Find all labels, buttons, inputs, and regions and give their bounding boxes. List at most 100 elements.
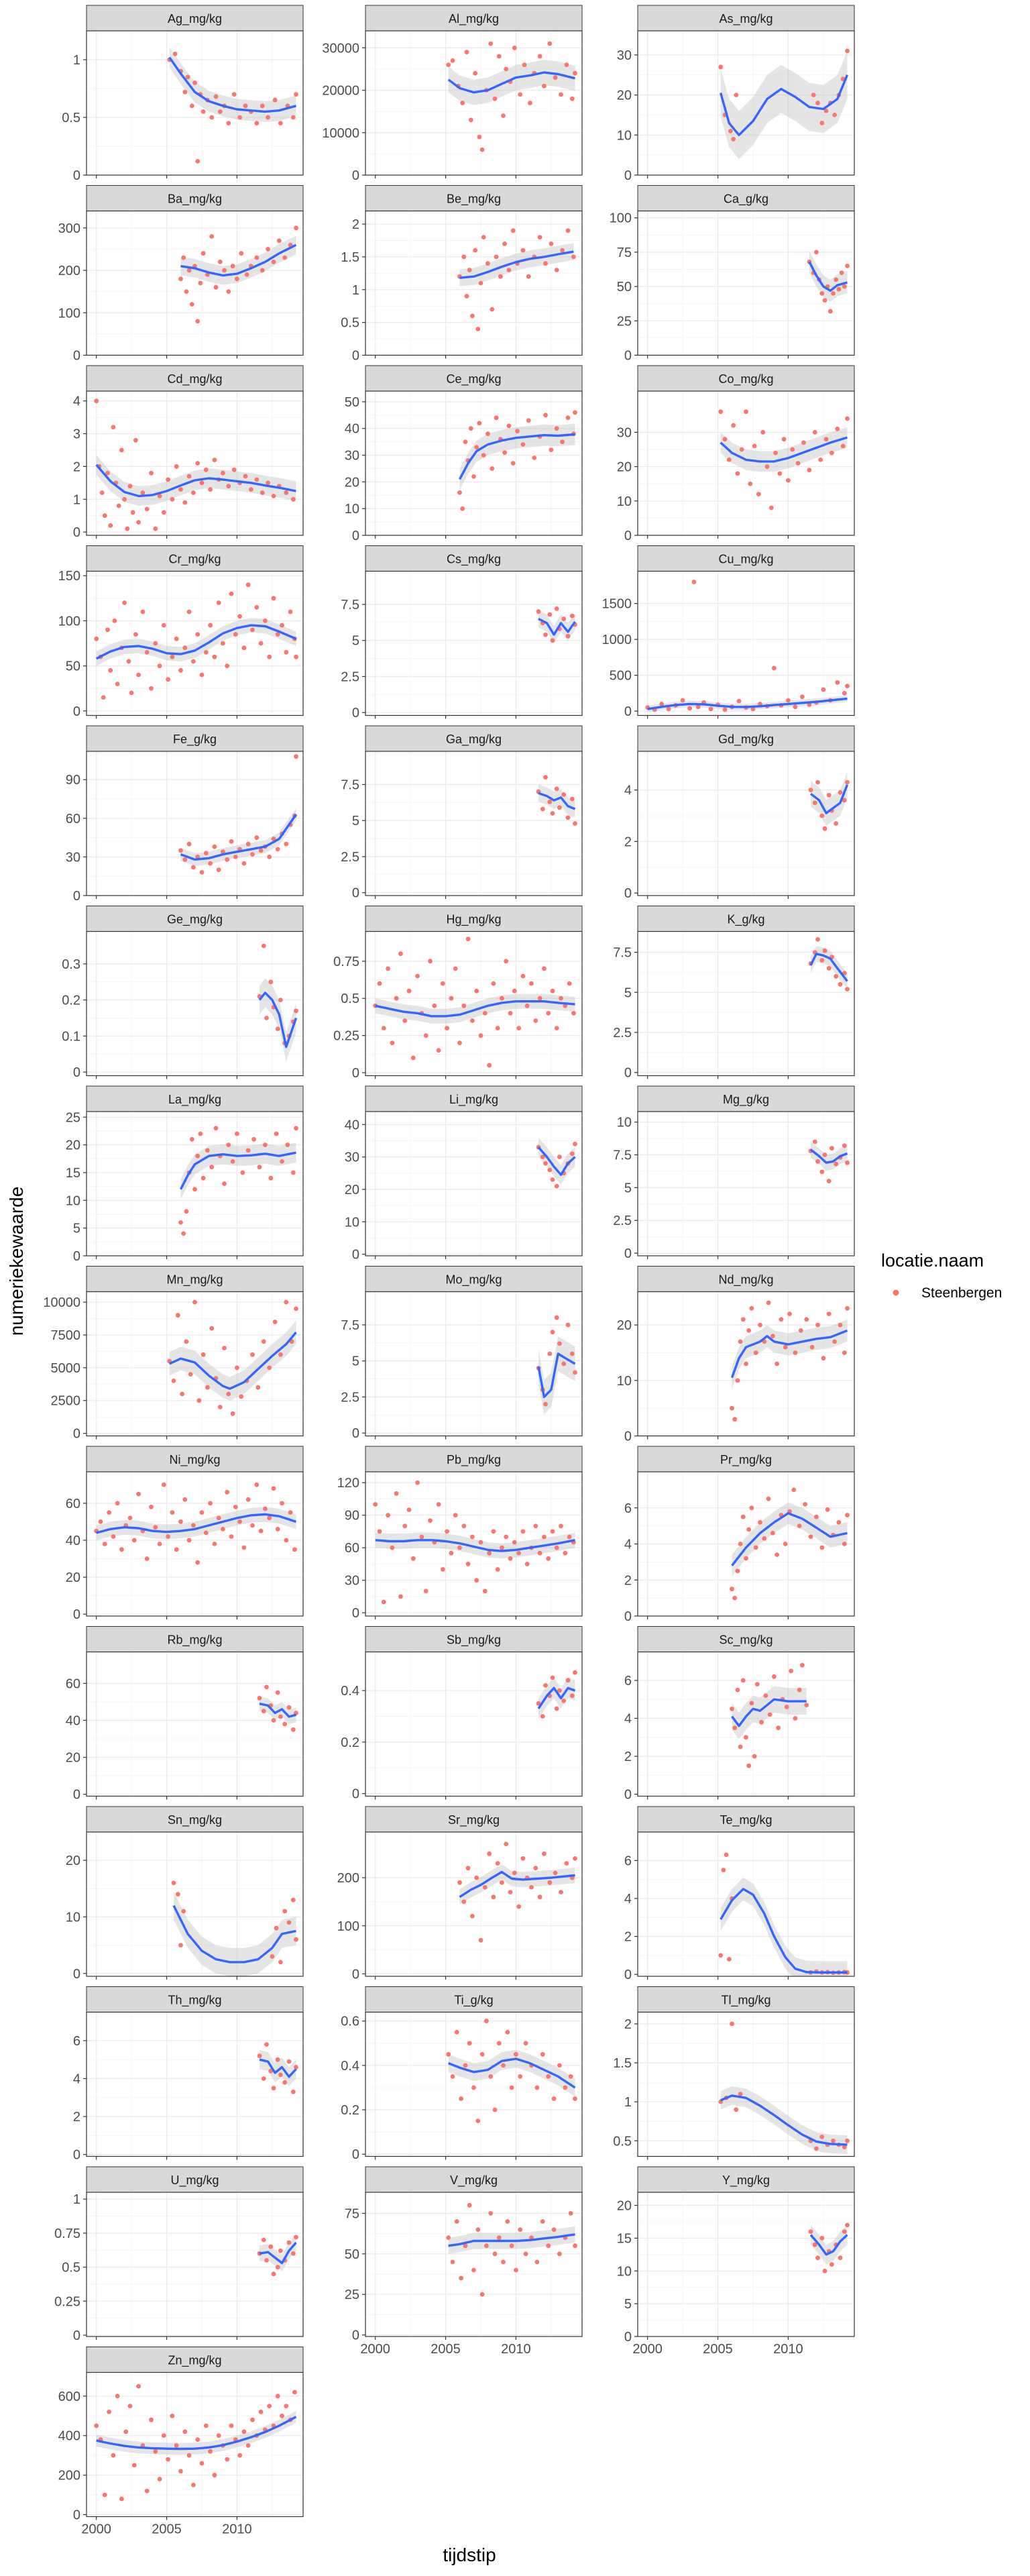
y-tick-label: 20 [617, 89, 632, 103]
data-point [746, 1763, 752, 1768]
y-tick-label: 2.5 [341, 669, 359, 684]
panel-sb-mg-kg: Sb_mg/kg 0 0.2 0.4 [341, 1626, 583, 1802]
data-point [798, 1328, 803, 1333]
smooth-line [448, 2057, 576, 2089]
data-point [217, 109, 223, 114]
y-tick-label: 10 [617, 1116, 632, 1130]
data-point [819, 813, 825, 818]
data-point [453, 1513, 458, 1518]
data-point [795, 461, 801, 466]
panel-data [373, 936, 576, 1068]
data-point [115, 1501, 120, 1506]
panel-strip [86, 1446, 304, 1472]
panel-data [178, 754, 298, 875]
smooth-line [809, 953, 848, 982]
panel-strip [365, 1626, 583, 1652]
panel-data [536, 1137, 577, 1189]
panel-border [86, 2192, 304, 2337]
data-point [241, 645, 247, 651]
data-point [834, 974, 839, 979]
panel-border [365, 30, 583, 176]
data-point [182, 857, 188, 862]
data-point [226, 121, 231, 126]
data-point [115, 2394, 120, 2399]
data-point [271, 2086, 276, 2091]
data-point [213, 1126, 219, 1131]
data-point [819, 1545, 825, 1550]
data-point [428, 1518, 433, 1523]
smooth-line [168, 56, 296, 113]
panel-strip [637, 1266, 855, 1292]
data-point [216, 1515, 221, 1521]
data-point [485, 431, 490, 437]
data-point [454, 2219, 459, 2224]
data-point [495, 1026, 500, 1030]
data-point [461, 1003, 467, 1008]
data-point [845, 1305, 850, 1311]
panel-title: Ga_mg/kg [446, 733, 502, 747]
data-point [201, 251, 206, 256]
data-point [553, 1870, 558, 1876]
panel-background [638, 2012, 854, 2157]
data-point [237, 2453, 242, 2458]
data-point [153, 2449, 158, 2454]
data-point [153, 641, 158, 646]
panel-y-mg-kg: Y_mg/kg 0 5 10 15 20 2000 2005 2010 [617, 2166, 855, 2357]
data-point [500, 1880, 504, 1885]
data-point [205, 1148, 210, 1153]
data-point [573, 410, 577, 415]
data-point [226, 289, 231, 294]
data-point [245, 841, 251, 847]
data-point [520, 1856, 526, 1861]
data-point [509, 2085, 514, 2090]
data-point [149, 1505, 154, 1509]
data-point [484, 2243, 489, 2249]
smooth-line [538, 617, 576, 636]
data-point [182, 1497, 188, 1502]
data-point [551, 2096, 557, 2101]
data-point [777, 471, 783, 476]
panel-strip [637, 1085, 855, 1112]
data-point [746, 1527, 752, 1532]
panel-title: K_g/kg [727, 913, 764, 927]
data-point [446, 2235, 451, 2241]
y-tick-label: 0 [73, 349, 80, 364]
smooth-line [258, 991, 298, 1049]
data-point [290, 2089, 296, 2094]
data-point [271, 596, 276, 601]
y-tick-label: 7.5 [341, 1318, 359, 1333]
smooth-line [447, 71, 575, 94]
data-point [280, 2413, 284, 2418]
data-point [286, 2059, 292, 2064]
data-point [540, 2051, 545, 2057]
data-point [516, 1904, 521, 1909]
y-tick-label: 100 [610, 211, 632, 226]
data-point [565, 1322, 571, 1328]
panel-li-mg-kg: Li_mg/kg 0 10 20 30 40 [345, 1085, 583, 1263]
data-point [808, 2229, 813, 2235]
y-tick-label: 0 [73, 1788, 80, 1803]
data-point [540, 2219, 545, 2224]
panel-border [637, 210, 855, 356]
data-point [284, 650, 289, 655]
data-point [501, 2259, 506, 2265]
data-point [275, 1527, 280, 1532]
data-point [477, 421, 482, 426]
data-point [512, 1870, 517, 1876]
data-point [526, 274, 531, 279]
data-point [237, 614, 242, 619]
panel-data [178, 1126, 298, 1236]
smooth-line [731, 1512, 848, 1566]
data-point [390, 1040, 395, 1046]
data-point [845, 416, 850, 421]
y-tick-label: 1 [352, 283, 359, 298]
data-point [263, 1142, 268, 1147]
data-point [560, 248, 565, 253]
y-tick-label: 200 [58, 264, 80, 278]
data-point [547, 1167, 553, 1173]
y-tick-label: 5 [624, 2297, 632, 2312]
data-point [506, 268, 512, 272]
smooth-line [95, 464, 296, 498]
data-point [162, 2433, 166, 2438]
y-tick-label: 90 [345, 1509, 359, 1523]
